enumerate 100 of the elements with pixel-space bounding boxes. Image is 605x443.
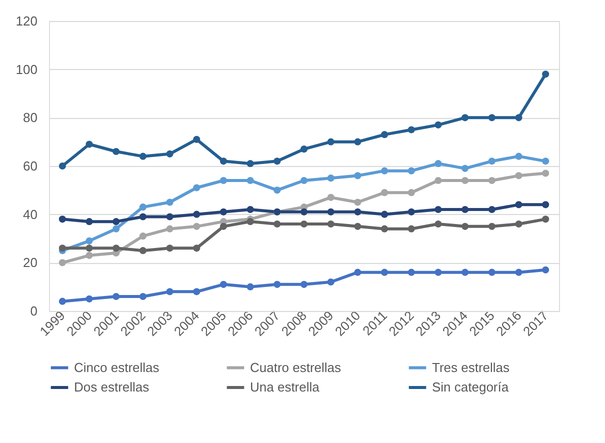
point [515,268,522,276]
point [112,244,120,252]
point [193,222,200,230]
y-tick-label: 20 [23,255,38,270]
legend-label: Dos estrellas [74,380,150,394]
point [58,162,66,170]
point [86,218,93,226]
point [462,176,469,184]
point [166,244,174,252]
point [139,204,146,211]
legend-label: Una estrella [250,380,320,394]
point [220,280,228,288]
point [327,194,334,201]
point [462,164,469,172]
point [408,268,415,276]
point [488,222,496,230]
point [139,247,146,254]
point [515,172,522,180]
point [300,176,308,184]
y-tick-label: 60 [23,158,38,174]
point [380,268,388,276]
point [488,114,496,122]
point [462,268,469,276]
point [354,222,362,230]
point [246,283,254,290]
point [246,176,254,184]
point [139,232,146,240]
y-tick-label: 120 [16,14,38,28]
point [246,160,254,168]
point [246,206,254,214]
point [274,186,281,194]
point [380,225,388,232]
point [274,280,281,288]
point [354,172,362,180]
point [515,201,522,208]
point [300,208,308,216]
point [327,174,334,182]
y-tick-label: 100 [16,62,38,77]
point [220,176,228,184]
y-tick-label: 80 [23,110,38,126]
point [542,266,550,274]
point [86,252,93,259]
point [246,218,254,226]
point [112,225,120,232]
y-tick-label: 40 [23,206,38,222]
point [166,225,174,232]
point [274,220,281,228]
point [354,268,362,276]
point [139,292,146,300]
point [542,216,550,223]
point [58,259,66,266]
point [86,140,93,148]
point [300,220,308,228]
point [462,222,469,230]
point [86,295,93,302]
point [193,288,200,296]
point [220,208,228,216]
point [112,292,120,300]
point [327,278,334,286]
point [408,208,415,216]
point [515,114,522,122]
point [542,201,550,208]
point [166,288,174,296]
point [139,152,146,160]
point [112,218,120,226]
point [434,121,442,128]
point [220,222,228,230]
legend-label: Cuatro estrellas [250,360,342,375]
point [408,225,415,232]
point [86,237,93,244]
y-tick-label: 0 [30,304,38,318]
point [58,244,66,252]
point [434,206,442,214]
point [327,208,334,216]
point [408,167,415,174]
point [300,280,308,288]
point [515,152,522,160]
point [462,114,469,122]
point [86,244,93,252]
point [380,131,388,138]
point [488,158,496,165]
point [193,244,200,252]
point [354,208,362,216]
point [380,167,388,174]
point [542,170,550,177]
point [327,138,334,146]
point [434,268,442,276]
point [327,220,334,228]
point [193,136,200,143]
point [112,148,120,156]
point [166,213,174,220]
point [434,176,442,184]
point [380,210,388,218]
point [434,160,442,168]
point [58,216,66,223]
point [300,146,308,153]
point [542,158,550,165]
point [408,126,415,134]
point [408,189,415,196]
point [354,198,362,206]
